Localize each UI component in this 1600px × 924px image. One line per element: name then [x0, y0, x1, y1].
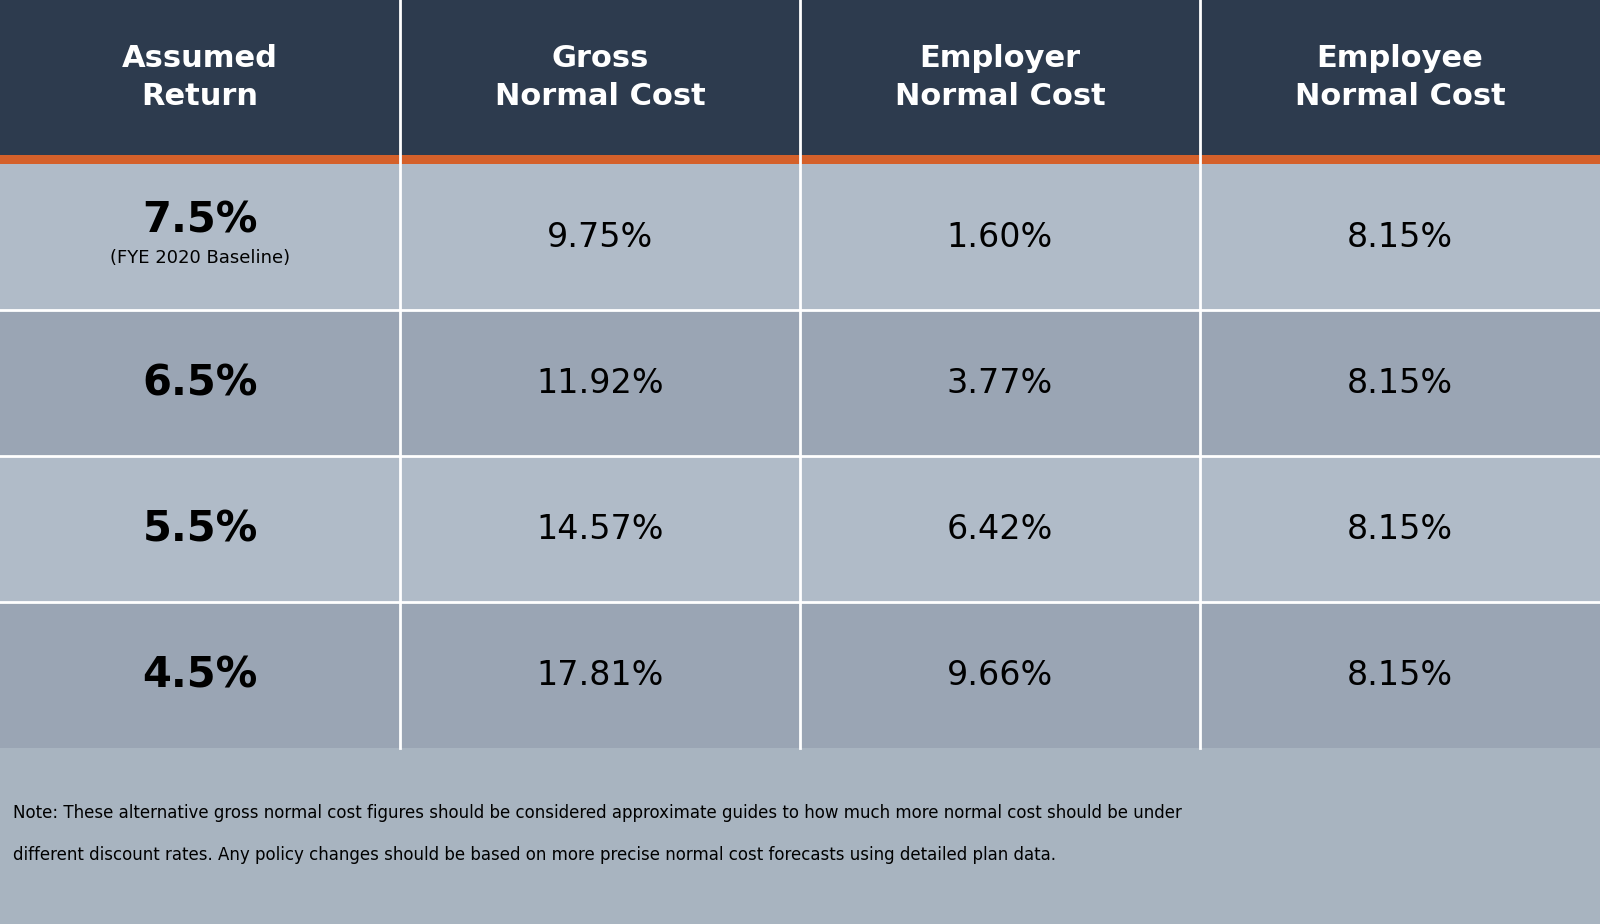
Text: Employee
Normal Cost: Employee Normal Cost	[1294, 44, 1506, 111]
Bar	[0, 164, 1600, 310]
Text: 14.57%: 14.57%	[536, 513, 664, 546]
Text: Assumed
Return: Assumed Return	[122, 44, 278, 111]
Text: 8.15%: 8.15%	[1347, 513, 1453, 546]
Bar	[0, 155, 1600, 164]
Text: 17.81%: 17.81%	[536, 659, 664, 692]
Text: 9.75%: 9.75%	[547, 221, 653, 254]
Bar	[800, 0, 1200, 155]
Bar	[400, 0, 800, 155]
Text: Note: These alternative gross normal cost figures should be considered approxima: Note: These alternative gross normal cos…	[13, 804, 1182, 822]
Text: different discount rates. Any policy changes should be based on more precise nor: different discount rates. Any policy cha…	[13, 845, 1056, 864]
Bar	[1200, 0, 1600, 155]
Text: 7.5%: 7.5%	[142, 200, 258, 242]
Bar	[0, 748, 1600, 924]
Text: 1.60%: 1.60%	[947, 221, 1053, 254]
Text: 8.15%: 8.15%	[1347, 659, 1453, 692]
Text: (FYE 2020 Baseline): (FYE 2020 Baseline)	[110, 249, 290, 267]
Text: 6.5%: 6.5%	[142, 362, 258, 405]
Text: 8.15%: 8.15%	[1347, 221, 1453, 254]
Text: 5.5%: 5.5%	[142, 508, 258, 551]
Text: 11.92%: 11.92%	[536, 367, 664, 400]
Text: 4.5%: 4.5%	[142, 654, 258, 697]
Bar	[0, 0, 400, 155]
Text: Employer
Normal Cost: Employer Normal Cost	[894, 44, 1106, 111]
Text: 9.66%: 9.66%	[947, 659, 1053, 692]
Text: 8.15%: 8.15%	[1347, 367, 1453, 400]
Bar	[0, 310, 1600, 456]
Bar	[0, 602, 1600, 748]
Text: 6.42%: 6.42%	[947, 513, 1053, 546]
Text: Gross
Normal Cost: Gross Normal Cost	[494, 44, 706, 111]
Text: 3.77%: 3.77%	[947, 367, 1053, 400]
Bar	[0, 456, 1600, 602]
